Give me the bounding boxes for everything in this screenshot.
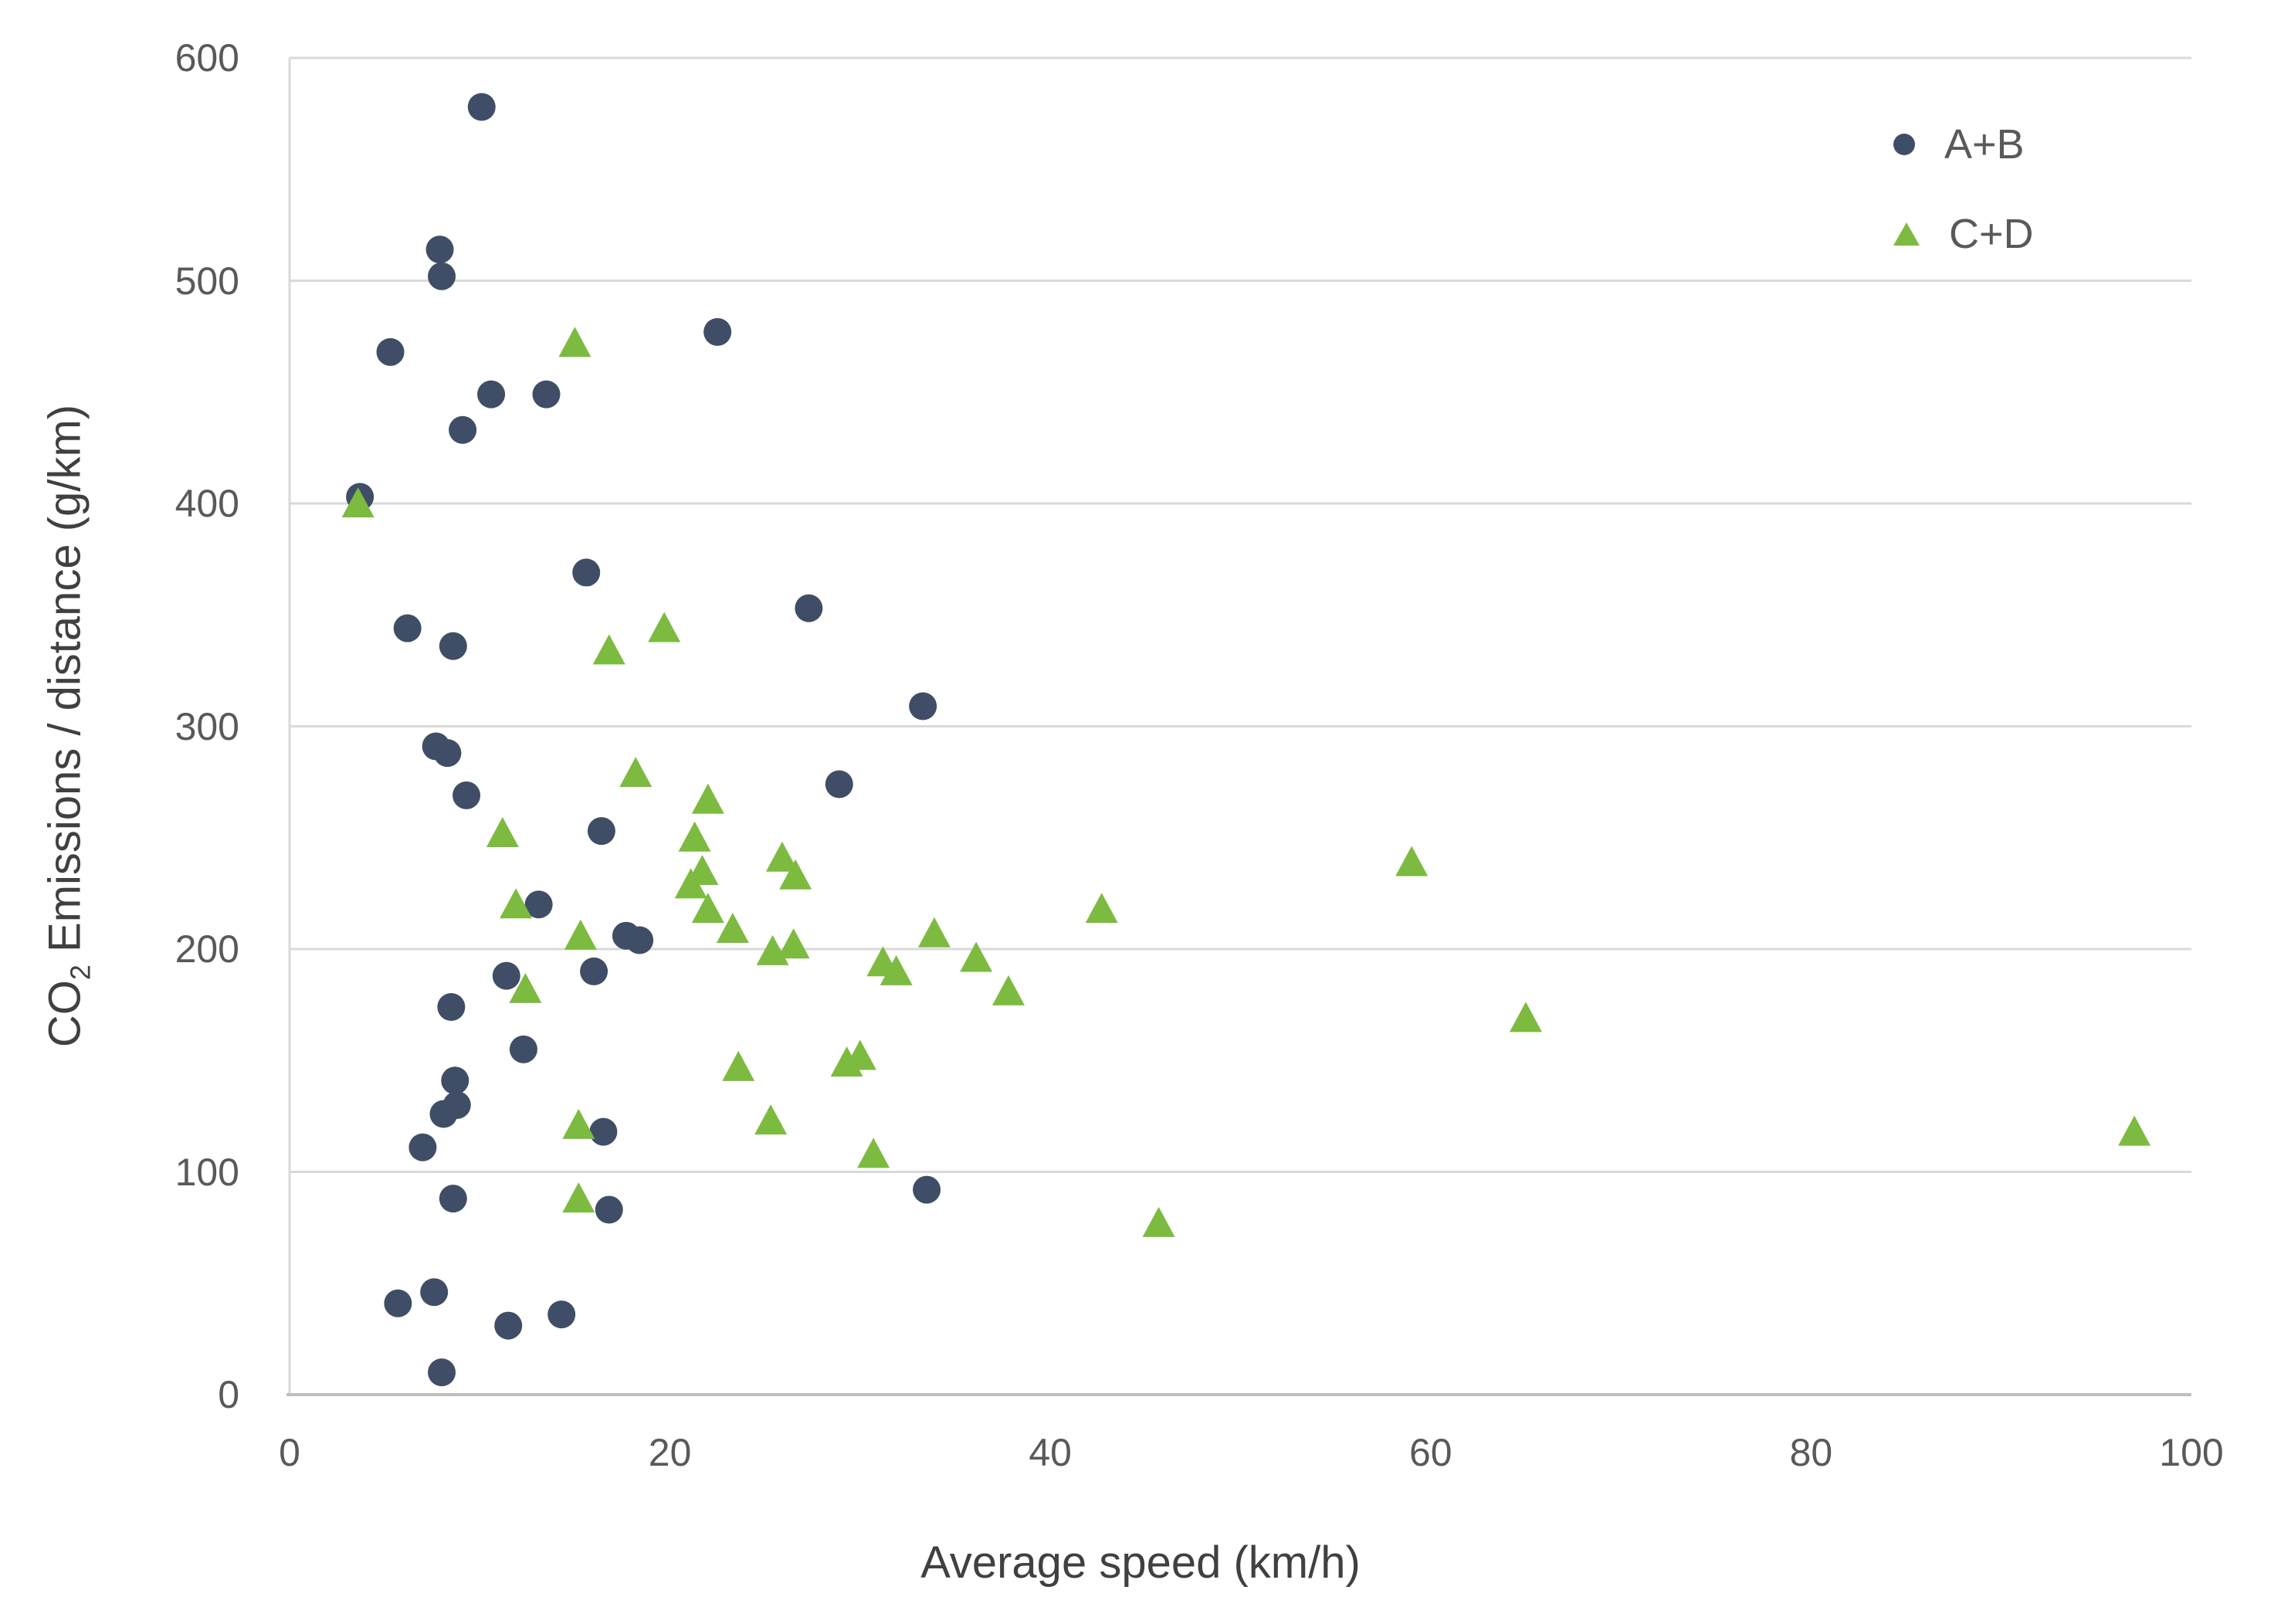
data-point: [393, 614, 422, 642]
x-tick-label-80: 80: [1789, 1431, 1833, 1474]
legend: A+B C+D: [1893, 124, 2034, 255]
y-axis-title: CO2 Emissions / distance (g/km): [39, 405, 97, 1047]
data-point: [425, 236, 454, 264]
y-axis-title-suffix: Emissions / distance (g/km): [39, 404, 90, 965]
data-point: [625, 926, 654, 954]
data-point: [691, 783, 724, 814]
data-point: [449, 415, 477, 444]
data-point: [619, 757, 652, 788]
data-point: [589, 1117, 618, 1146]
data-point: [452, 781, 481, 809]
data-point: [494, 1311, 523, 1340]
data-point: [678, 821, 711, 852]
data-point: [587, 817, 615, 846]
data-point: [428, 262, 456, 290]
data-point: [765, 841, 798, 872]
data-point: [917, 917, 951, 948]
data-point: [703, 317, 732, 346]
data-point: [913, 1175, 941, 1204]
data-point: [428, 1358, 456, 1387]
data-point: [595, 1195, 623, 1224]
y-tick-label-200: 200: [175, 927, 239, 971]
legend-item-ab: A+B: [1893, 124, 2034, 165]
x-tick-label-20: 20: [648, 1431, 692, 1474]
series-c-d: [341, 327, 2151, 1237]
data-point: [532, 380, 561, 409]
data-point: [1509, 1002, 1542, 1032]
data-point: [2118, 1115, 2151, 1146]
legend-label-cd: C+D: [1949, 211, 2034, 257]
x-axis-title: Average speed (km/h): [920, 1538, 1361, 1588]
data-point: [441, 1066, 469, 1095]
data-point: [1395, 846, 1429, 876]
y-axis-title-prefix: CO: [39, 980, 90, 1048]
x-tick-label-40: 40: [1029, 1431, 1072, 1474]
x-tick-label-100: 100: [2159, 1431, 2224, 1474]
x-tick-label-0: 0: [279, 1431, 300, 1474]
data-point: [580, 957, 608, 985]
data-point: [857, 1137, 890, 1168]
data-point: [756, 934, 789, 965]
legend-label-ab: A+B: [1944, 121, 2025, 168]
triangle-marker-icon: [1893, 222, 1920, 246]
y-tick-label-100: 100: [175, 1150, 239, 1194]
data-point: [467, 93, 496, 121]
data-point: [429, 1100, 458, 1128]
data-point: [509, 972, 542, 1003]
data-point: [433, 739, 462, 768]
y-tick-label-600: 600: [175, 36, 239, 80]
data-point: [830, 1046, 863, 1077]
data-point: [477, 380, 506, 409]
data-point: [439, 632, 467, 660]
data-point: [1085, 893, 1118, 924]
data-point: [341, 487, 375, 517]
data-point: [500, 888, 533, 919]
data-point: [572, 558, 601, 587]
data-point: [825, 770, 853, 798]
data-point: [795, 594, 823, 622]
y-tick-label-300: 300: [175, 704, 239, 748]
x-tick-label-60: 60: [1408, 1431, 1452, 1474]
data-point: [779, 859, 812, 890]
data-point: [1142, 1206, 1175, 1237]
data-point: [716, 913, 749, 944]
data-point: [558, 327, 591, 358]
data-point: [376, 337, 405, 366]
series-a-b: [346, 93, 941, 1387]
data-point: [420, 1278, 449, 1307]
y-tick-label-400: 400: [175, 482, 239, 525]
data-point: [562, 1108, 595, 1139]
data-point: [960, 941, 993, 972]
legend-item-cd: C+D: [1893, 213, 2034, 255]
data-point: [437, 993, 466, 1022]
data-point: [722, 1050, 755, 1081]
data-point: [486, 816, 519, 847]
y-axis-title-subscript: 2: [64, 965, 97, 981]
data-point: [592, 634, 625, 665]
y-tick-label-500: 500: [175, 259, 239, 303]
data-point: [547, 1300, 576, 1329]
data-point: [648, 612, 681, 642]
data-point: [880, 954, 913, 985]
data-point: [691, 893, 724, 924]
data-point: [562, 1182, 595, 1213]
data-point: [674, 868, 707, 899]
data-point: [384, 1289, 412, 1317]
data-point: [524, 890, 553, 919]
data-point: [754, 1104, 788, 1135]
data-point: [509, 1035, 537, 1063]
data-point: [992, 975, 1025, 1005]
data-point: [439, 1185, 467, 1213]
data-point: [909, 692, 937, 720]
data-point: [564, 919, 597, 950]
data-point: [408, 1133, 437, 1161]
data-point: [492, 961, 520, 990]
y-tick-label-0: 0: [218, 1373, 239, 1416]
circle-marker-icon: [1893, 134, 1915, 155]
data-point: [777, 928, 810, 959]
